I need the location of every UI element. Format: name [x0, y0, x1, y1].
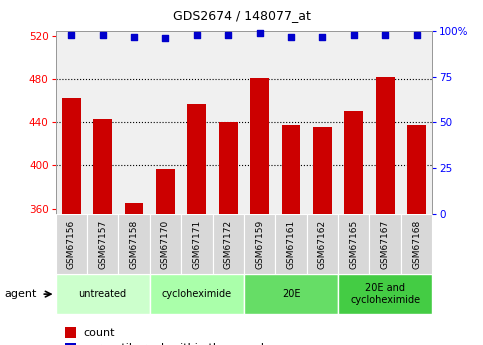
Point	[224, 32, 232, 38]
Text: GSM67165: GSM67165	[349, 219, 358, 269]
Text: count: count	[83, 328, 114, 338]
Point	[382, 32, 389, 38]
Point	[161, 36, 170, 41]
Point	[130, 34, 138, 39]
Text: 20E and
cycloheximide: 20E and cycloheximide	[350, 283, 420, 305]
Bar	[87, 214, 118, 274]
Bar	[407, 125, 426, 214]
Bar	[213, 214, 244, 274]
Bar	[282, 125, 300, 214]
Bar	[56, 274, 150, 314]
Bar	[219, 122, 238, 214]
Bar	[150, 214, 181, 274]
Point	[68, 32, 75, 38]
Bar	[150, 274, 244, 314]
Bar	[56, 214, 87, 274]
Point	[412, 32, 420, 38]
Point	[193, 32, 201, 38]
Bar	[275, 214, 307, 274]
Bar	[156, 169, 175, 214]
Point	[287, 34, 295, 39]
Text: GSM67171: GSM67171	[192, 219, 201, 269]
Bar	[250, 78, 269, 214]
Bar	[313, 127, 332, 214]
Text: 20E: 20E	[282, 289, 300, 299]
Text: cycloheximide: cycloheximide	[162, 289, 232, 299]
Bar	[125, 203, 143, 214]
Bar	[338, 274, 432, 314]
Text: GSM67168: GSM67168	[412, 219, 421, 269]
Text: GSM67170: GSM67170	[161, 219, 170, 269]
Point	[256, 30, 264, 36]
Point	[350, 32, 357, 38]
Bar	[244, 214, 275, 274]
Bar	[93, 119, 112, 214]
Point	[99, 32, 107, 38]
Bar	[344, 111, 363, 214]
Text: GSM67156: GSM67156	[67, 219, 76, 269]
Bar	[376, 77, 395, 214]
Bar	[338, 214, 369, 274]
Text: GSM67172: GSM67172	[224, 219, 233, 269]
Text: GSM67167: GSM67167	[381, 219, 390, 269]
Text: agent: agent	[5, 289, 37, 299]
Text: percentile rank within the sample: percentile rank within the sample	[83, 344, 271, 345]
Bar	[187, 104, 206, 214]
Point	[319, 34, 327, 39]
Text: GDS2674 / 148077_at: GDS2674 / 148077_at	[172, 9, 311, 22]
Text: GSM67158: GSM67158	[129, 219, 139, 269]
Bar	[369, 214, 401, 274]
Bar	[307, 214, 338, 274]
Bar	[401, 214, 432, 274]
Text: untreated: untreated	[79, 289, 127, 299]
Bar	[118, 214, 150, 274]
Text: GSM67161: GSM67161	[286, 219, 296, 269]
Bar	[62, 98, 81, 214]
Text: GSM67157: GSM67157	[98, 219, 107, 269]
Text: GSM67159: GSM67159	[255, 219, 264, 269]
Bar	[181, 214, 213, 274]
Text: GSM67162: GSM67162	[318, 219, 327, 269]
Bar	[244, 274, 338, 314]
